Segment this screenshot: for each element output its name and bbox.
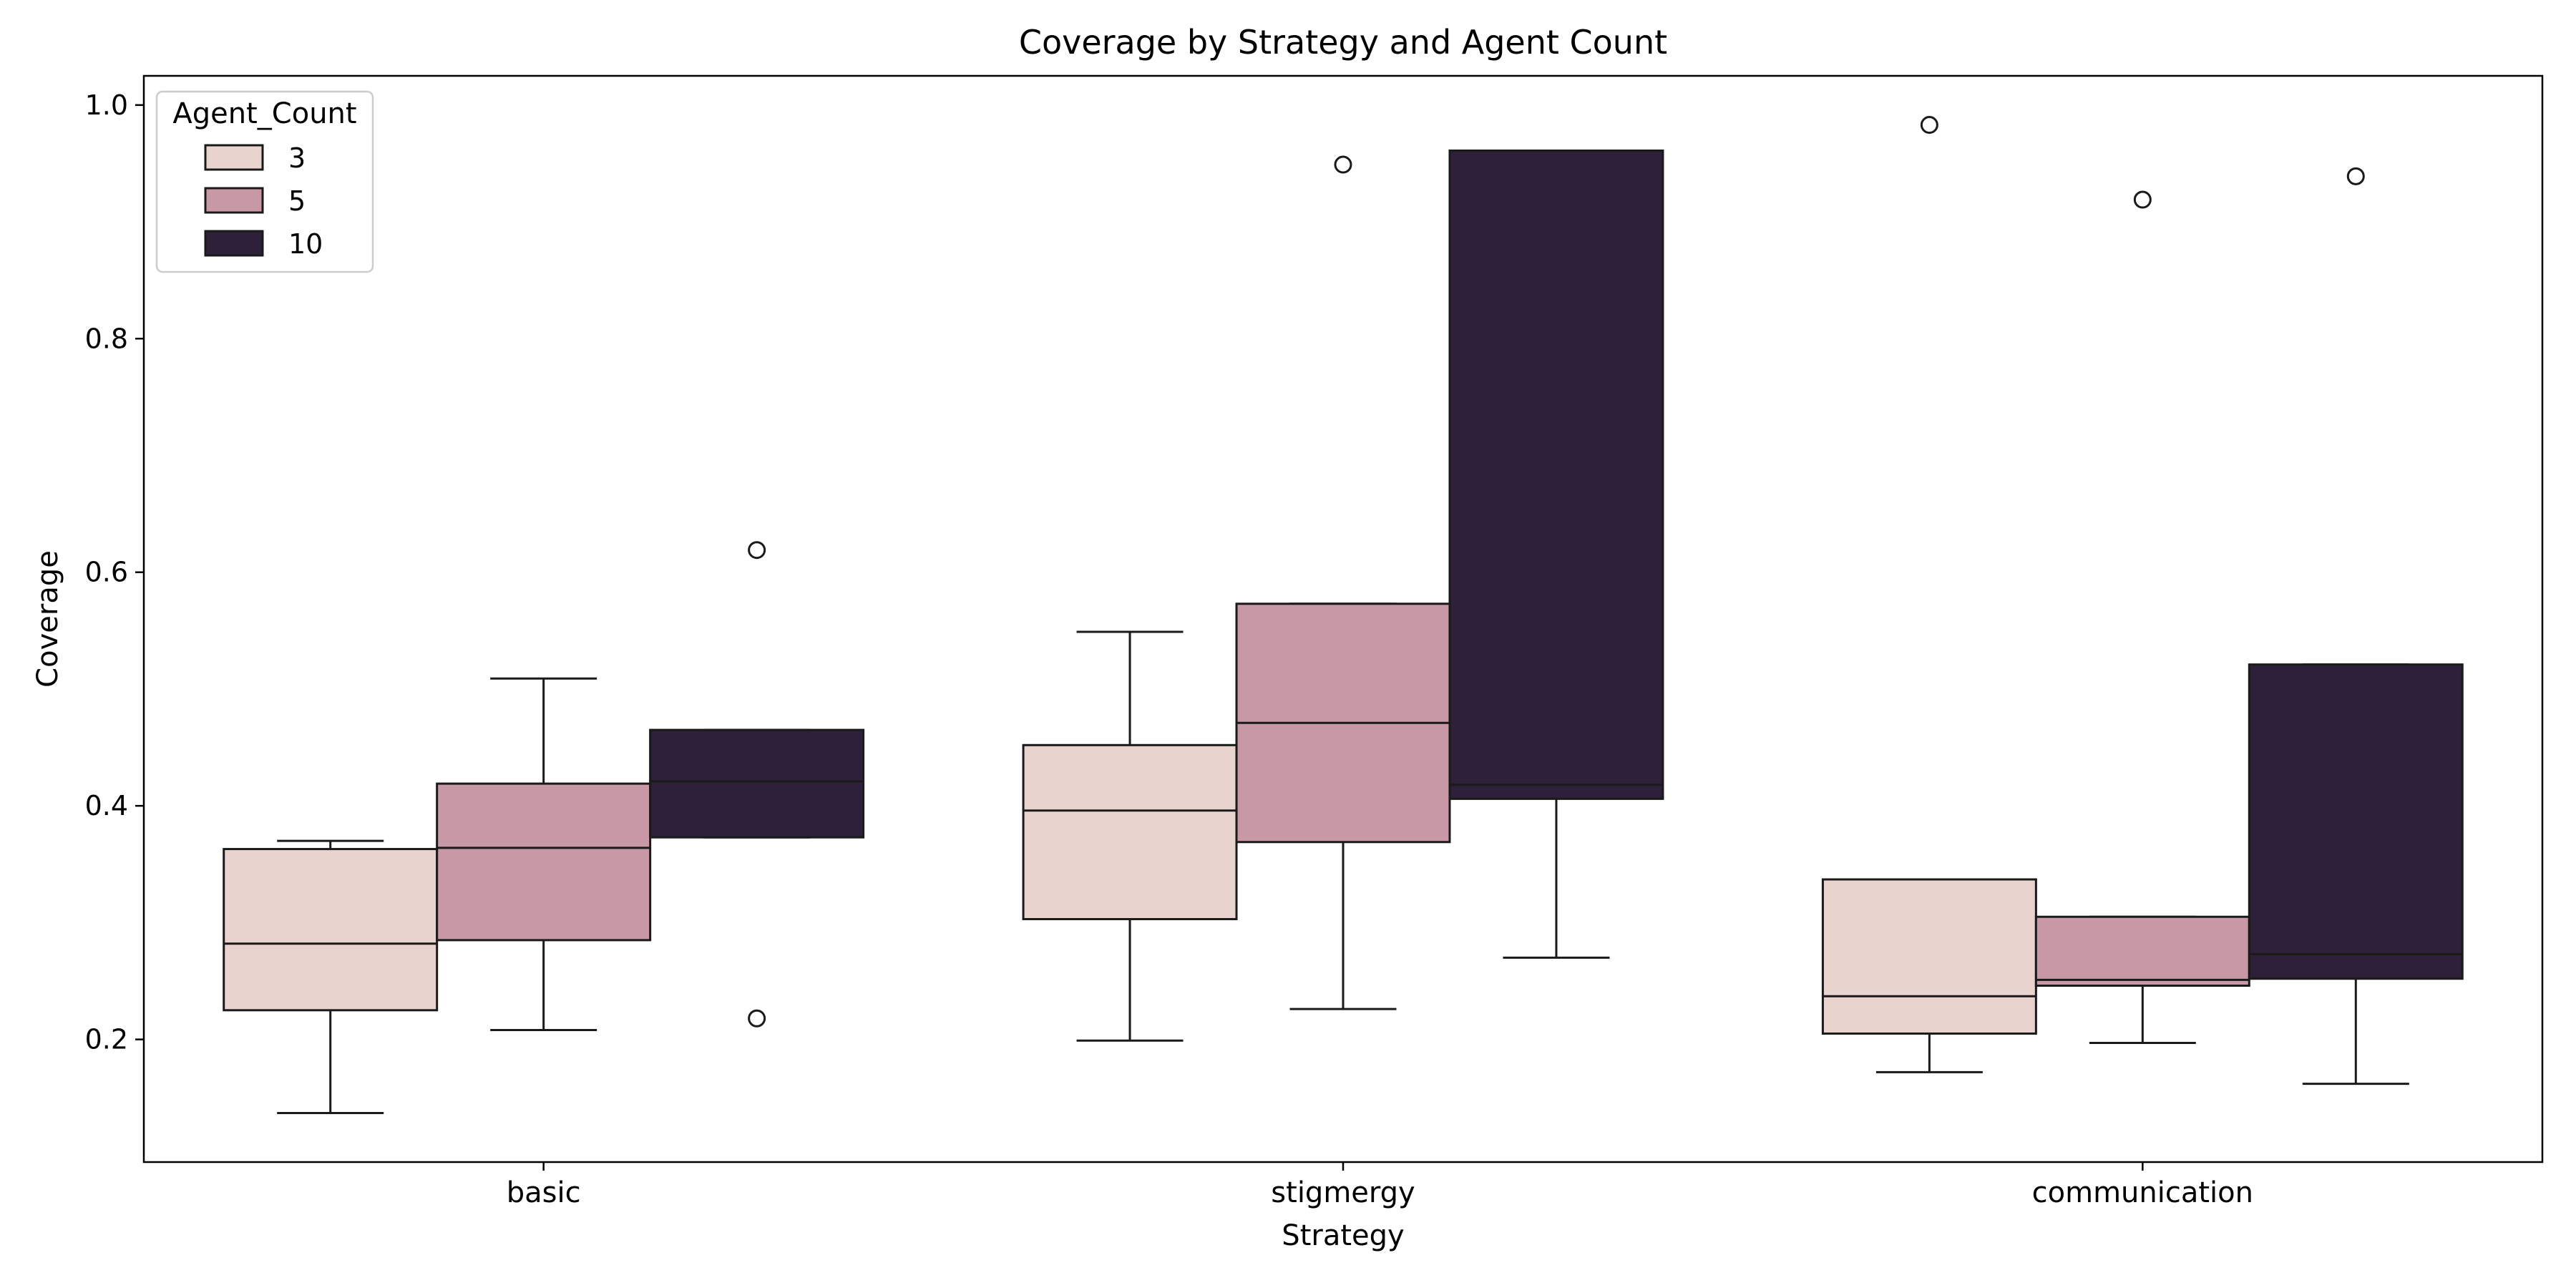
x-axis-label: Strategy (1282, 1219, 1404, 1252)
box-iqr (223, 848, 439, 1012)
box-iqr (1821, 878, 2037, 1035)
legend-label-5: 5 (288, 185, 306, 217)
box-stigmergy-3 (1022, 630, 1238, 1042)
plot-area (142, 74, 2544, 1163)
outlier-point (748, 541, 766, 560)
outlier-point (2133, 190, 2152, 209)
box-stigmergy-10 (1448, 149, 1664, 959)
outlier-point (2346, 167, 2365, 185)
box-iqr (2034, 915, 2250, 987)
x-tick-label: communication (2032, 1176, 2253, 1209)
box-communication-5 (2034, 190, 2250, 1045)
y-tick-label: 0.2 (85, 1024, 128, 1055)
legend-swatch-5 (204, 187, 264, 214)
x-axis: basic stigmergy communication (507, 1162, 2253, 1209)
box-basic-10 (649, 541, 865, 1028)
box-iqr (2248, 663, 2464, 980)
outlier-point (1334, 155, 1352, 174)
legend-label-3: 3 (288, 142, 306, 174)
legend-title: Agent_Count (172, 97, 356, 130)
box-iqr (1022, 743, 1238, 920)
box-iqr (649, 728, 865, 839)
x-tick-label: basic (507, 1176, 581, 1209)
boxes-layer (223, 116, 2464, 1114)
box-basic-5 (436, 677, 652, 1032)
legend-label-10: 10 (288, 228, 323, 260)
outlier-point (1920, 116, 1938, 135)
box-iqr (1448, 149, 1664, 800)
y-tick-label: 0.4 (85, 790, 128, 821)
x-tick-label: stigmergy (1271, 1176, 1415, 1209)
y-tick-label: 0.6 (85, 557, 128, 588)
box-iqr (436, 782, 652, 942)
y-tick-label: 0.8 (85, 323, 128, 354)
legend-swatch-10 (204, 230, 264, 257)
y-tick-label: 1.0 (85, 89, 128, 121)
box-stigmergy-5 (1235, 155, 1451, 1010)
legend: Agent_Count 3 5 10 (155, 90, 374, 273)
y-axis-label: Coverage (31, 550, 64, 688)
legend-frame (155, 90, 374, 273)
box-basic-3 (223, 839, 439, 1114)
chart-title: Coverage by Strategy and Agent Count (1019, 23, 1667, 62)
legend-swatch-3 (204, 144, 264, 171)
outlier-point (748, 1009, 766, 1028)
box-communication-10 (2248, 167, 2464, 1085)
y-axis: 0.2 0.4 0.6 0.8 1.0 (85, 89, 144, 1055)
box-communication-3 (1821, 116, 2037, 1073)
legend-items: 3 5 10 (204, 142, 323, 260)
